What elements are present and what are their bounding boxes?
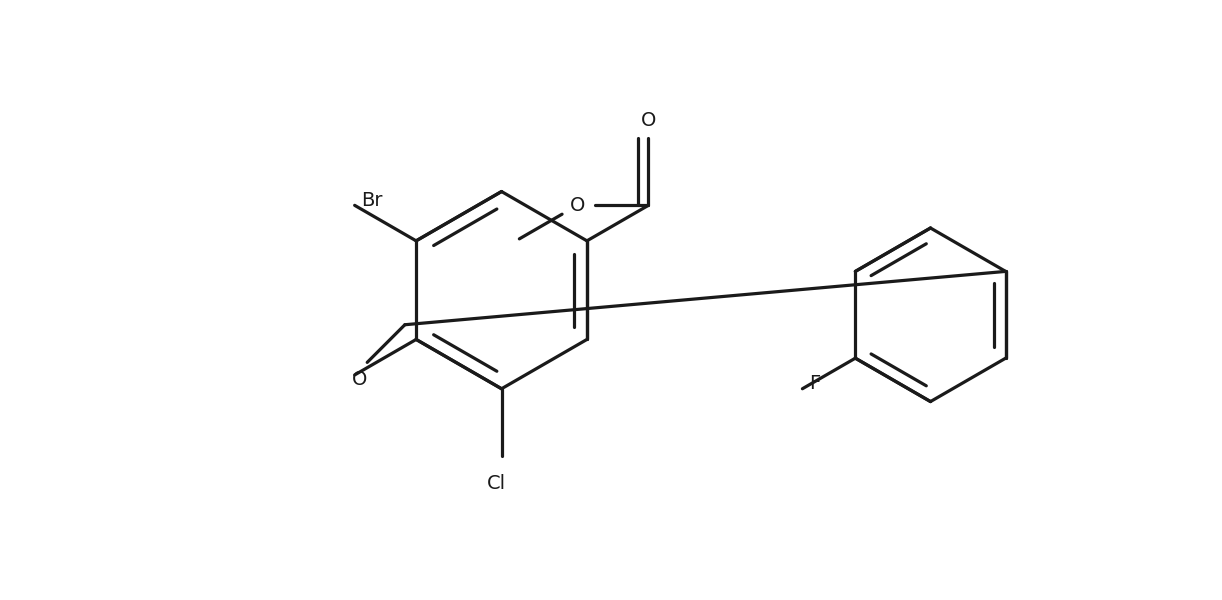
Text: O: O [569,196,585,215]
Text: Br: Br [362,191,382,210]
Text: O: O [352,370,368,389]
Text: F: F [809,374,820,394]
Text: O: O [640,111,656,130]
Text: Cl: Cl [488,473,506,493]
